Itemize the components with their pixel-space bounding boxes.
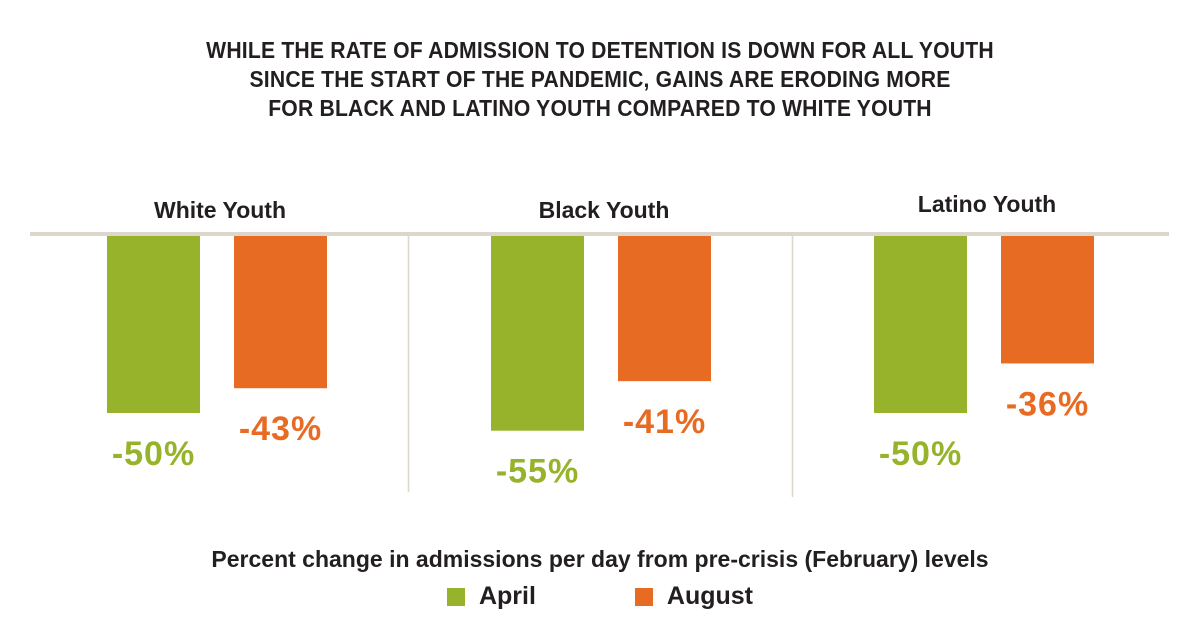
- zero-baseline: [30, 232, 1169, 236]
- data-label-april: -50%: [879, 435, 962, 473]
- legend-swatch-april: [446, 587, 465, 606]
- chart-title-line-3: FOR BLACK AND LATINO YOUTH COMPARED TO W…: [268, 95, 932, 121]
- group-label-black-youth: Black Youth: [539, 197, 670, 223]
- data-label-april: -50%: [112, 435, 195, 473]
- legend-label-august: August: [666, 582, 753, 610]
- chart-title-line-1: WHILE THE RATE OF ADMISSION TO DETENTION…: [206, 37, 994, 63]
- legend: April August: [0, 582, 1200, 613]
- legend-swatch-august: [634, 587, 653, 606]
- legend-item-august: August: [634, 582, 753, 611]
- data-label-august: -43%: [239, 410, 322, 448]
- data-label-april: -55%: [496, 453, 579, 491]
- legend-label-april: April: [478, 582, 536, 610]
- x-axis-caption: Percent change in admissions per day fro…: [211, 546, 989, 572]
- group-label-latino-youth: Latino Youth: [918, 191, 1056, 217]
- group-label-white-youth: White Youth: [154, 197, 286, 223]
- bar-april-latino-youth: [874, 236, 967, 413]
- bar-august-black-youth: [618, 236, 711, 382]
- bar-april-white-youth: [107, 236, 200, 413]
- bar-april-black-youth: [491, 236, 584, 431]
- bar-august-white-youth: [234, 236, 327, 389]
- chart-title: WHILE THE RATE OF ADMISSION TO DETENTION…: [48, 36, 1152, 123]
- bar-august-latino-youth: [1001, 236, 1094, 364]
- data-label-august: -41%: [623, 403, 706, 441]
- data-label-august: -36%: [1006, 385, 1089, 423]
- legend-item-april: April: [446, 582, 536, 611]
- chart-title-line-2: SINCE THE START OF THE PANDEMIC, GAINS A…: [249, 66, 951, 92]
